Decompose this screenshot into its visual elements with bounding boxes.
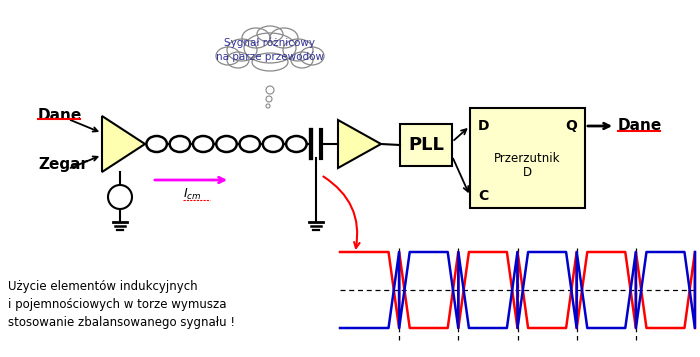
- Ellipse shape: [244, 33, 296, 63]
- Text: Użycie elementów indukcyjnych
i pojemnościowych w torze wymusza
stosowanie zbala: Użycie elementów indukcyjnych i pojemnoś…: [8, 280, 235, 329]
- Text: C: C: [478, 189, 489, 203]
- Ellipse shape: [239, 136, 260, 152]
- Ellipse shape: [216, 136, 237, 152]
- Ellipse shape: [291, 52, 313, 68]
- Text: Sygnał różnicowy
na parze przewodów: Sygnał różnicowy na parze przewodów: [216, 38, 324, 62]
- Ellipse shape: [300, 47, 324, 65]
- Ellipse shape: [242, 28, 270, 48]
- Bar: [400, 124, 452, 166]
- Circle shape: [266, 96, 272, 102]
- Circle shape: [266, 86, 274, 94]
- Text: D: D: [523, 166, 532, 178]
- Ellipse shape: [283, 39, 313, 61]
- Text: Dane: Dane: [618, 117, 662, 132]
- Text: Przerzutnik: Przerzutnik: [494, 151, 561, 165]
- Ellipse shape: [286, 136, 307, 152]
- Polygon shape: [102, 116, 145, 172]
- Ellipse shape: [146, 136, 167, 152]
- Ellipse shape: [193, 136, 214, 152]
- Ellipse shape: [257, 26, 283, 42]
- Text: PLL: PLL: [408, 136, 444, 154]
- Text: Q: Q: [565, 119, 577, 133]
- Circle shape: [266, 104, 270, 108]
- Ellipse shape: [227, 52, 249, 68]
- Ellipse shape: [227, 39, 257, 61]
- Circle shape: [108, 185, 132, 209]
- Ellipse shape: [270, 28, 298, 48]
- Bar: [470, 108, 585, 208]
- Text: $I_{cm}$: $I_{cm}$: [183, 186, 201, 202]
- Polygon shape: [338, 120, 381, 168]
- Ellipse shape: [252, 53, 288, 71]
- FancyArrowPatch shape: [323, 176, 360, 248]
- Text: D: D: [478, 119, 489, 133]
- Ellipse shape: [216, 47, 240, 65]
- Text: Dane: Dane: [38, 107, 83, 122]
- Ellipse shape: [169, 136, 190, 152]
- Text: Zegar: Zegar: [38, 157, 88, 172]
- Ellipse shape: [262, 136, 284, 152]
